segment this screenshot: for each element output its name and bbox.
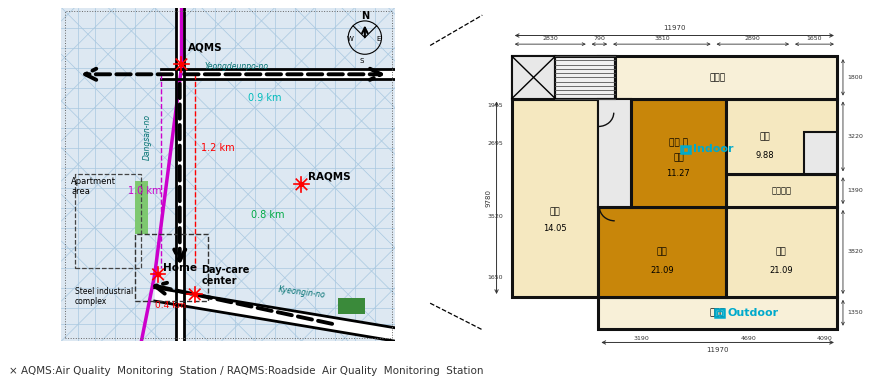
Text: 9.88: 9.88 xyxy=(756,151,774,160)
Text: Indoor: Indoor xyxy=(693,144,734,154)
Text: 침실: 침실 xyxy=(776,247,786,257)
Bar xyxy=(338,298,365,315)
Bar xyxy=(726,174,837,207)
Bar xyxy=(512,56,555,99)
Bar xyxy=(555,56,615,99)
Text: 1.2 km: 1.2 km xyxy=(202,143,235,153)
Bar xyxy=(805,132,837,174)
Text: 21.09: 21.09 xyxy=(650,266,674,276)
Bar xyxy=(599,297,837,329)
Text: 4690: 4690 xyxy=(741,336,757,341)
Text: N: N xyxy=(361,11,369,21)
Text: 1350: 1350 xyxy=(847,310,863,315)
Text: 드레스룸: 드레스룸 xyxy=(772,186,792,195)
Text: 0.9 km: 0.9 km xyxy=(249,93,282,103)
Bar xyxy=(135,234,208,301)
Text: Steel industrial
complex: Steel industrial complex xyxy=(75,287,133,306)
Text: RAQMS: RAQMS xyxy=(308,171,351,181)
Bar xyxy=(726,207,837,297)
Bar xyxy=(599,56,837,99)
Text: 발코니: 발코니 xyxy=(710,73,726,82)
Text: 4090: 4090 xyxy=(817,336,833,341)
Text: 790: 790 xyxy=(594,36,606,41)
Text: Kyeongin-no: Kyeongin-no xyxy=(278,285,327,300)
Bar xyxy=(726,99,837,174)
Text: 침실: 침실 xyxy=(550,207,561,216)
Bar xyxy=(683,147,688,152)
Text: Yeongdeunpo-no: Yeongdeunpo-no xyxy=(205,62,269,71)
Text: Day-care
center: Day-care center xyxy=(202,265,249,287)
Bar xyxy=(715,309,724,316)
Text: W: W xyxy=(347,36,354,42)
Text: 주방 및: 주방 및 xyxy=(669,138,688,147)
Text: E: E xyxy=(376,36,381,42)
Bar xyxy=(599,207,726,297)
Text: 식당: 식당 xyxy=(673,153,684,163)
Bar xyxy=(717,310,722,315)
Bar xyxy=(135,181,148,234)
Text: 14.05: 14.05 xyxy=(543,224,567,233)
Bar xyxy=(512,99,599,297)
Text: 3520: 3520 xyxy=(488,214,503,219)
Text: AQMS: AQMS xyxy=(188,43,222,53)
Text: S: S xyxy=(360,58,364,64)
Text: Apartment
area: Apartment area xyxy=(71,177,116,196)
Bar xyxy=(681,146,690,153)
Text: 발코니: 발코니 xyxy=(710,308,726,317)
Text: 1650: 1650 xyxy=(806,36,822,41)
Text: 2695: 2695 xyxy=(488,141,503,146)
Text: 11970: 11970 xyxy=(663,25,686,31)
Bar xyxy=(631,99,726,207)
Text: Home: Home xyxy=(163,263,197,273)
Bar xyxy=(599,99,631,207)
Text: Dangsan-no: Dangsan-no xyxy=(143,114,152,160)
Text: 3810: 3810 xyxy=(654,36,670,41)
Text: 11970: 11970 xyxy=(706,347,729,353)
Text: 1650: 1650 xyxy=(488,275,503,280)
Text: 1800: 1800 xyxy=(847,75,863,80)
Text: 2890: 2890 xyxy=(745,36,760,41)
Polygon shape xyxy=(155,288,395,341)
Text: × AQMS:Air Quality  Monitoring  Station / RAQMS:Roadside  Air Quality  Monitorin: × AQMS:Air Quality Monitoring Station / … xyxy=(9,366,483,376)
Text: Outdoor: Outdoor xyxy=(727,308,779,318)
Text: 1915: 1915 xyxy=(488,103,503,108)
Text: 2830: 2830 xyxy=(542,36,558,41)
Text: 3220: 3220 xyxy=(847,134,864,139)
Text: 9780: 9780 xyxy=(486,189,492,207)
Text: 21.09: 21.09 xyxy=(770,266,793,276)
Text: 1.0 km: 1.0 km xyxy=(128,186,162,196)
Bar xyxy=(75,174,142,268)
Text: 1390: 1390 xyxy=(847,188,863,193)
Bar xyxy=(512,56,615,99)
Text: 0.8 km: 0.8 km xyxy=(251,210,285,220)
Text: 0.4 km: 0.4 km xyxy=(155,301,186,310)
Text: 11.27: 11.27 xyxy=(667,169,690,178)
Text: 거실: 거실 xyxy=(657,247,667,257)
Text: 침실: 침실 xyxy=(760,132,771,141)
Text: 3190: 3190 xyxy=(634,336,650,341)
Text: 3820: 3820 xyxy=(847,249,863,254)
